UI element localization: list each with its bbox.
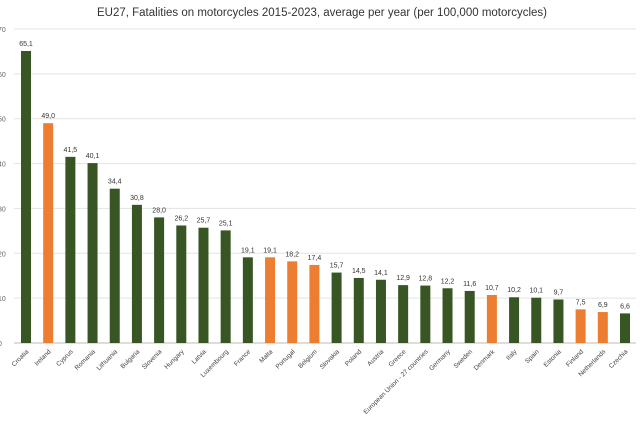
data-label: 14,5 [352,268,366,275]
x-tick-label: Spain [524,348,541,365]
data-label: 26,2 [174,215,188,222]
x-tick-label: Belgium [297,348,319,370]
x-tick-label: Austria [366,348,386,368]
data-label: 9,7 [554,289,564,296]
y-tick-label: 10 [0,296,6,303]
data-label: 19,1 [241,247,255,254]
bar [21,50,31,343]
bar [65,156,76,343]
bar [176,225,187,343]
y-tick-label: 60 [0,72,6,79]
data-label: 12,2 [441,278,455,285]
data-label: 12,8 [419,276,433,283]
x-tick-label: Hungary [163,348,186,371]
x-tick-label: Germany [428,348,452,372]
bar [287,261,298,343]
bar [43,123,54,343]
y-tick-label: 40 [0,162,6,169]
data-label: 28,0 [152,207,166,214]
data-label: 41,5 [64,147,78,154]
data-label: 25,1 [219,220,233,227]
x-tick-label: Malta [258,348,274,364]
x-tick-label: Cyprus [55,348,75,368]
y-tick-label: 0 [0,341,2,348]
bar [575,309,586,343]
data-label: 40,1 [86,153,100,160]
chart-title: EU27, Fatalities on motorcycles 2015-202… [97,7,547,19]
x-tick-label: Lithuania [96,348,120,372]
bar [553,299,564,343]
data-label: 14,1 [374,270,388,277]
x-tick-label: Ireland [34,348,53,367]
bar [486,295,497,343]
x-tick-label: Greece [388,348,408,368]
x-tick-label: Estonia [543,348,564,369]
y-tick-label: 50 [0,117,6,124]
bar [597,312,608,343]
bar [309,264,320,343]
data-label: 10,2 [507,287,521,294]
bar [442,288,453,343]
data-label: 49,0 [41,113,55,120]
bar [353,277,364,343]
data-label: 7,5 [576,299,586,306]
data-label: 10,1 [529,288,543,295]
x-tick-label: Latvia [191,348,208,365]
bar [531,297,542,343]
bar [220,230,231,343]
x-tick-label: Italy [505,348,519,362]
x-tick-label: Bulgaria [120,348,142,370]
data-label: 12,9 [396,275,410,282]
y-tick-label: 20 [0,251,6,258]
data-label: 25,7 [197,218,211,225]
data-label: 30,8 [130,195,144,202]
data-label: 17,4 [308,255,322,262]
bar [509,297,520,343]
bar [620,313,630,343]
x-tick-label: Czechia [608,348,630,370]
data-label: 10,7 [485,285,499,292]
data-label: 15,7 [330,263,344,270]
bar [131,204,142,343]
bar [398,285,409,343]
data-label: 65,1 [19,41,33,48]
bar [242,257,253,343]
x-tick-label: Croatia [11,348,31,368]
bar [464,290,475,343]
x-tick-label: Sweden [453,348,475,370]
data-label: 34,4 [108,179,122,186]
x-tick-label: Denmark [473,348,497,372]
x-tick-label: Portugal [275,348,297,370]
x-tick-label: Slovenia [141,348,164,371]
bar [420,285,431,343]
x-tick-label: Slovakia [319,348,342,371]
bar [265,257,276,343]
data-label: 6,6 [620,303,630,310]
bar [154,217,165,343]
bar [375,279,386,343]
y-tick-label: 30 [0,206,6,213]
data-label: 18,2 [285,251,299,258]
data-label: 6,9 [598,302,608,309]
x-tick-label: Poland [344,348,364,368]
bar [87,163,98,343]
x-tick-label: France [233,348,253,368]
bar [198,227,209,343]
x-tick-label: Finland [565,348,585,368]
bar [109,188,120,343]
data-label: 19,1 [263,247,277,254]
data-label: 11,6 [463,281,476,288]
x-tick-label: Romania [74,348,98,372]
y-tick-label: 70 [0,27,6,34]
bar [331,272,342,343]
